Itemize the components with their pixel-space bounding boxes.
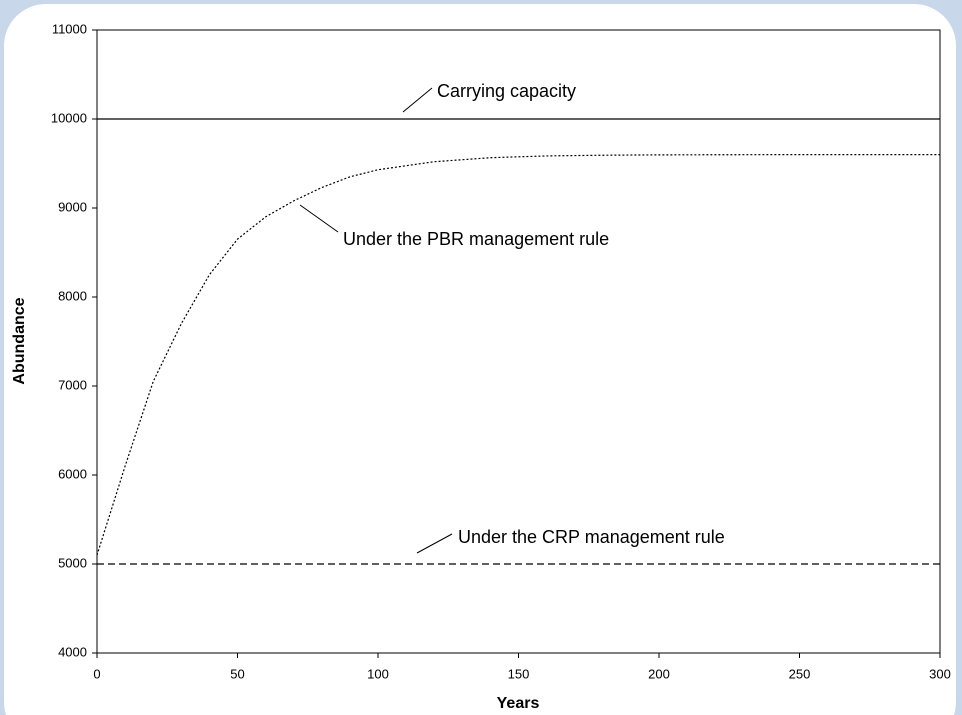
y-tick-label: 11000 xyxy=(52,21,87,36)
leader-line xyxy=(402,87,433,113)
x-tick-label: 0 xyxy=(93,666,100,681)
y-axis-title: Abundance xyxy=(11,297,28,384)
x-tick-label: 250 xyxy=(789,666,811,681)
leader-line xyxy=(299,204,339,233)
series-line xyxy=(96,154,940,556)
x-tick-label: 100 xyxy=(367,666,389,681)
y-tick-label: 9000 xyxy=(58,199,87,214)
x-axis-title: Years xyxy=(497,695,540,712)
annotation: Carrying capacity xyxy=(437,81,576,101)
x-tick-label: 150 xyxy=(508,666,530,681)
panel xyxy=(4,4,956,715)
y-tick-label: 5000 xyxy=(58,555,87,570)
annotation: Under the PBR management rule xyxy=(343,229,609,249)
y-tick-label: 4000 xyxy=(58,644,87,659)
annotation: Under the CRP management rule xyxy=(458,527,725,547)
y-tick-label: 8000 xyxy=(58,288,87,303)
x-tick-label: 50 xyxy=(230,666,244,681)
y-tick-label: 10000 xyxy=(51,110,87,125)
leader-line xyxy=(416,533,453,554)
y-tick-label: 6000 xyxy=(58,466,87,481)
y-tick-label: 7000 xyxy=(58,377,87,392)
x-tick-label: 300 xyxy=(929,666,951,681)
x-tick-label: 200 xyxy=(648,666,670,681)
